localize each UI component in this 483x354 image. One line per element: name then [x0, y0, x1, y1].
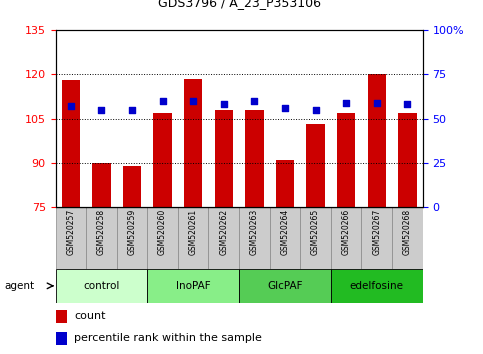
Bar: [245, 110, 264, 207]
Bar: [92, 163, 111, 207]
Bar: [368, 74, 386, 207]
Text: GSM520268: GSM520268: [403, 209, 412, 255]
Text: GSM520261: GSM520261: [189, 209, 198, 255]
Text: GSM520257: GSM520257: [66, 209, 75, 255]
Bar: [392, 207, 423, 269]
Point: [251, 98, 258, 104]
Bar: [178, 207, 209, 269]
Point: [159, 98, 167, 104]
Point: [189, 98, 197, 104]
Bar: [184, 79, 202, 207]
Point: [403, 102, 411, 107]
Bar: [337, 113, 355, 207]
Point: [281, 105, 289, 111]
Bar: [86, 207, 117, 269]
Text: GSM520264: GSM520264: [281, 209, 289, 255]
Bar: [147, 207, 178, 269]
Bar: [62, 80, 80, 207]
Text: edelfosine: edelfosine: [350, 281, 404, 291]
Bar: [398, 113, 416, 207]
Text: GSM520267: GSM520267: [372, 209, 381, 255]
Text: GSM520266: GSM520266: [341, 209, 351, 255]
Point: [128, 107, 136, 113]
Bar: [331, 269, 423, 303]
Bar: [300, 207, 331, 269]
Text: GSM520262: GSM520262: [219, 209, 228, 255]
Bar: [214, 110, 233, 207]
Bar: [56, 207, 86, 269]
Bar: [56, 332, 67, 345]
Text: count: count: [74, 312, 105, 321]
Bar: [306, 125, 325, 207]
Text: InoPAF: InoPAF: [176, 281, 211, 291]
Bar: [361, 207, 392, 269]
Bar: [56, 310, 67, 323]
Bar: [331, 207, 361, 269]
Text: GSM520263: GSM520263: [250, 209, 259, 255]
Text: GlcPAF: GlcPAF: [267, 281, 303, 291]
Bar: [239, 207, 270, 269]
Bar: [209, 207, 239, 269]
Point: [220, 102, 227, 107]
Point: [98, 107, 105, 113]
Bar: [123, 166, 141, 207]
Point: [67, 103, 75, 109]
Point: [342, 100, 350, 105]
Bar: [56, 269, 147, 303]
Text: GSM520265: GSM520265: [311, 209, 320, 255]
Text: GSM520259: GSM520259: [128, 209, 137, 255]
Bar: [270, 207, 300, 269]
Point: [312, 107, 319, 113]
Bar: [239, 269, 331, 303]
Point: [373, 100, 381, 105]
Bar: [154, 113, 172, 207]
Text: GDS3796 / A_23_P353106: GDS3796 / A_23_P353106: [157, 0, 321, 9]
Bar: [117, 207, 147, 269]
Bar: [276, 160, 294, 207]
Text: GSM520260: GSM520260: [158, 209, 167, 255]
Text: percentile rank within the sample: percentile rank within the sample: [74, 333, 262, 343]
Text: control: control: [83, 281, 120, 291]
Bar: [147, 269, 239, 303]
Text: agent: agent: [5, 281, 35, 291]
Text: GSM520258: GSM520258: [97, 209, 106, 255]
